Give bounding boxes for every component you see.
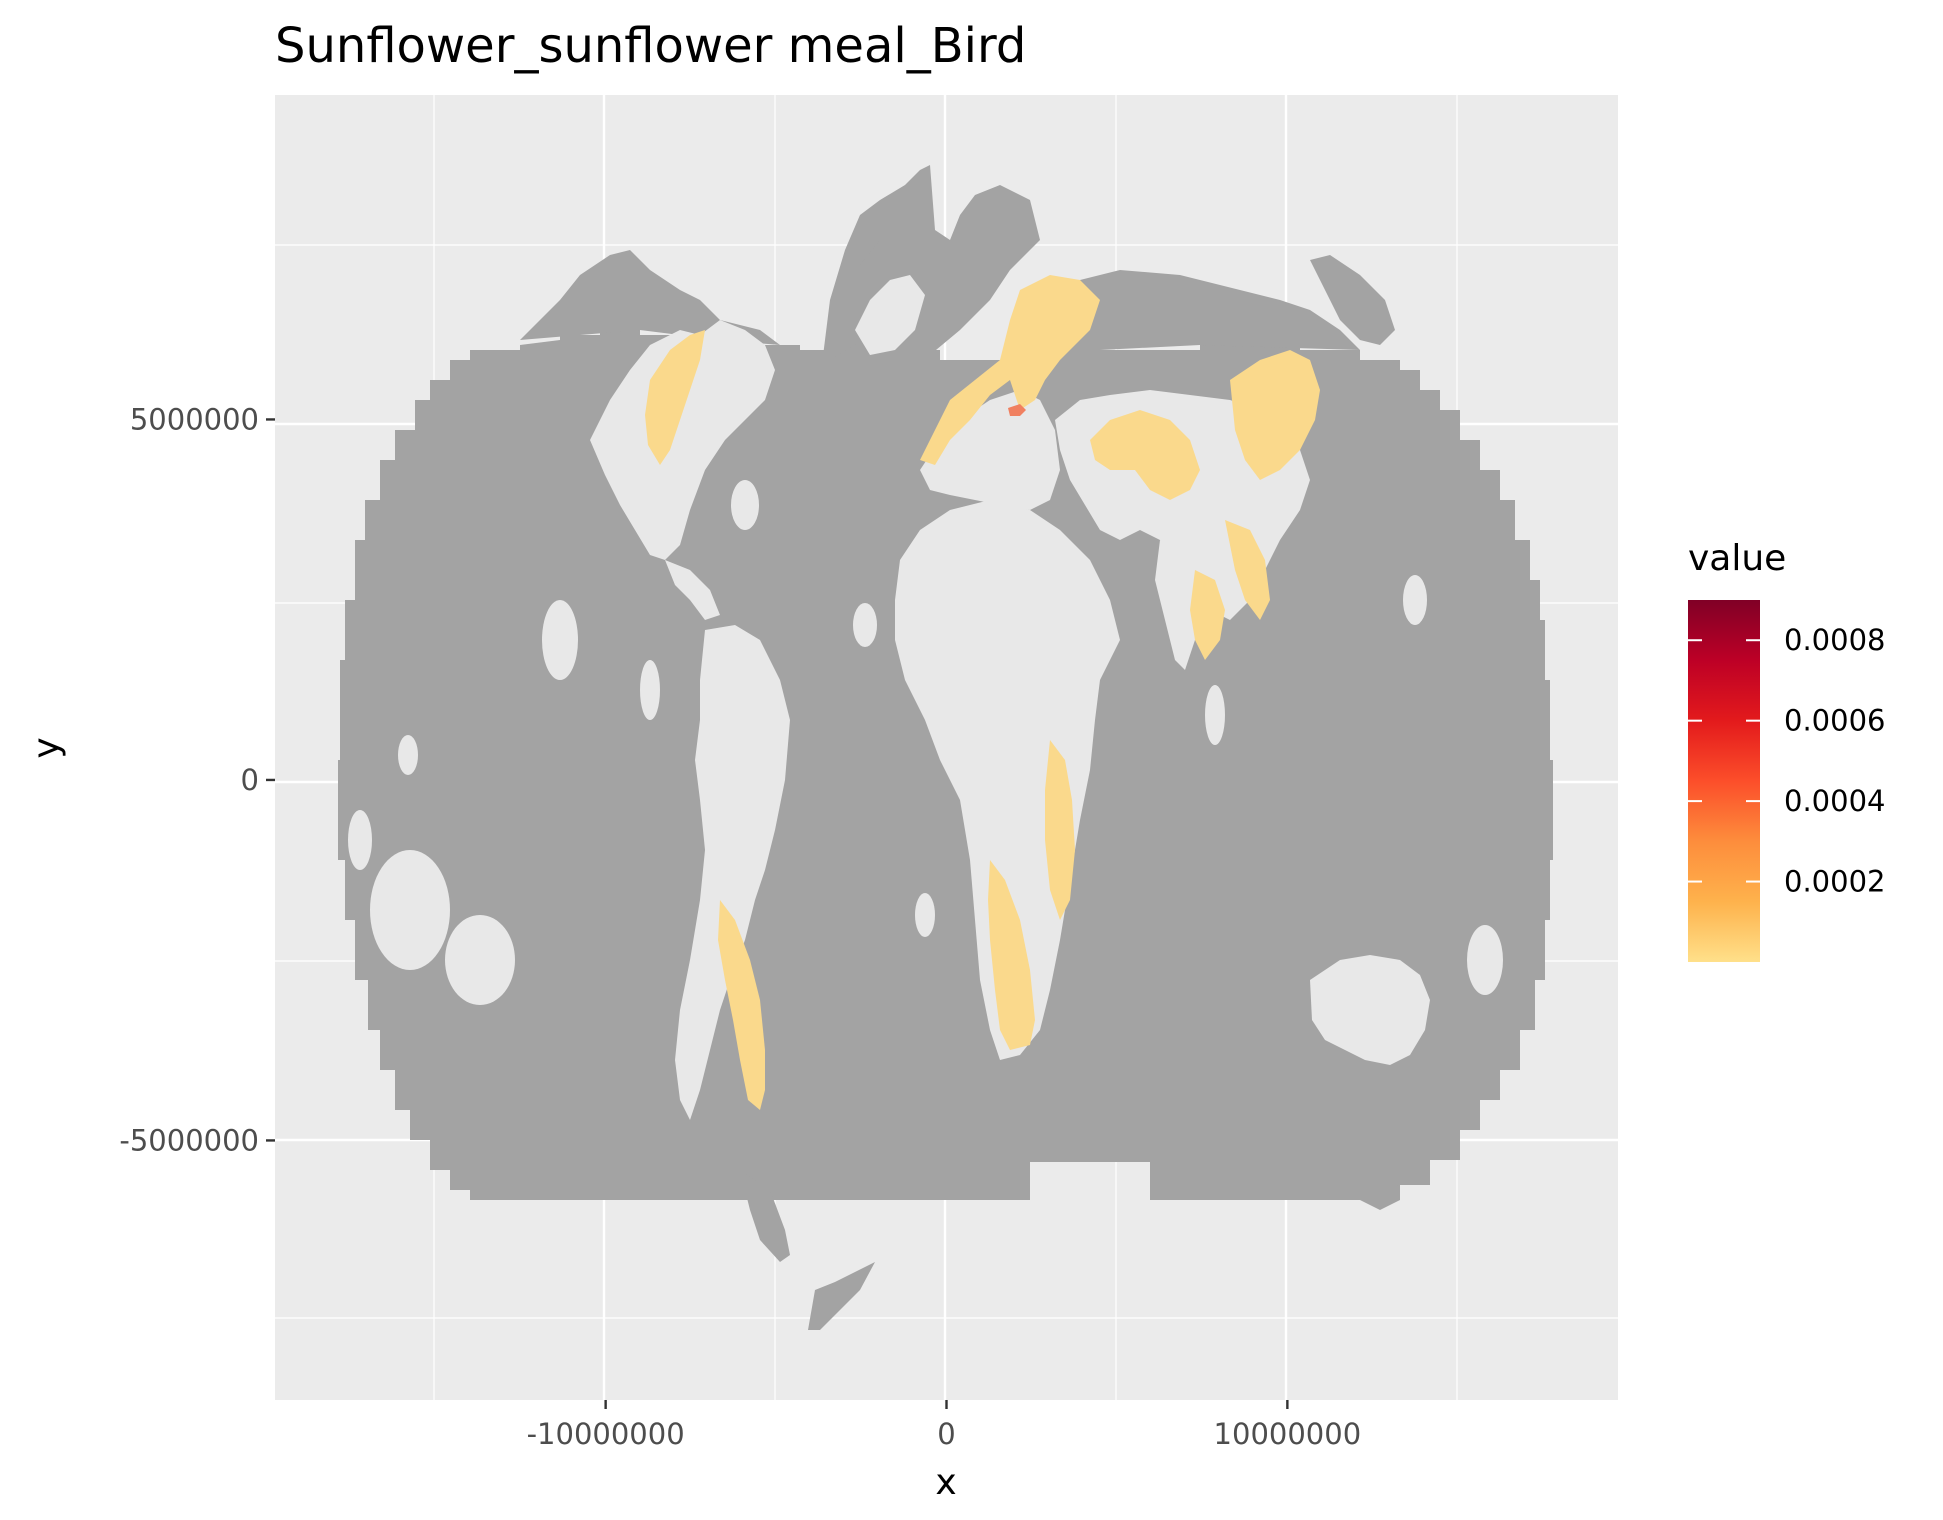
europe-value-region xyxy=(920,275,1100,465)
india-land xyxy=(1155,540,1200,670)
island xyxy=(640,660,660,720)
arctic-coast-region xyxy=(1310,255,1395,345)
x-axis-title: x xyxy=(935,1462,956,1503)
south-america-land xyxy=(675,625,790,1120)
east-africa-value-region xyxy=(1045,740,1075,920)
central-america-land xyxy=(665,560,720,620)
greenland-land xyxy=(855,275,925,355)
europe-land xyxy=(920,390,1060,510)
y-axis: 5000000 0 -5000000 xyxy=(119,402,275,1157)
south-america-tip-region xyxy=(740,1170,790,1262)
y-axis-title: y xyxy=(26,737,67,758)
legend-tick-label: 0.0006 xyxy=(1784,704,1885,738)
legend-tick-label: 0.0002 xyxy=(1784,865,1885,899)
island xyxy=(1205,685,1225,745)
legend-tick-label: 0.0008 xyxy=(1784,623,1885,657)
canada-north-region xyxy=(520,250,780,345)
asia-value-region xyxy=(1090,410,1200,500)
china-value-region xyxy=(1230,350,1320,480)
australia-land xyxy=(1310,955,1430,1065)
island xyxy=(370,850,450,970)
x-axis: -10000000 0 10000000 xyxy=(527,1400,1362,1451)
south-america-value-region xyxy=(718,900,765,1110)
y-tick-label: 0 xyxy=(241,763,259,797)
africa-land xyxy=(895,500,1120,1060)
hotspot-region xyxy=(1008,404,1026,416)
legend-title: value xyxy=(1688,538,1786,579)
south-asia-value-region xyxy=(1190,570,1225,660)
y-tick-label: 5000000 xyxy=(130,402,259,436)
x-tick-label: -10000000 xyxy=(527,1417,685,1451)
north-america-land xyxy=(590,320,775,560)
africa-value-region xyxy=(988,860,1035,1050)
chart-title: Sunflower_sunflower meal_Bird xyxy=(275,18,1026,74)
siberia-north-region xyxy=(1050,270,1360,350)
island xyxy=(398,735,418,775)
antarctic-peninsula-region xyxy=(808,1262,875,1330)
map-raster xyxy=(338,165,1553,1330)
legend-tick-label: 0.0004 xyxy=(1784,784,1885,818)
arctic-islands-region xyxy=(830,220,905,360)
x-tick-label: 0 xyxy=(937,1417,955,1451)
island xyxy=(542,600,578,680)
island xyxy=(915,893,935,937)
island xyxy=(1403,575,1427,625)
australia-south-region xyxy=(1360,1185,1400,1210)
y-tick-label: -5000000 xyxy=(119,1123,259,1157)
island xyxy=(1467,925,1503,995)
legend-colorbar xyxy=(1688,600,1760,962)
island xyxy=(348,810,372,870)
island xyxy=(731,480,759,530)
north-america-value-region xyxy=(645,330,705,465)
x-tick-label: 10000000 xyxy=(1214,1417,1362,1451)
island xyxy=(853,603,877,647)
legend: value 0.0002 0.0004 0.0006 0.0008 xyxy=(1688,538,1885,962)
india-value-region xyxy=(1225,520,1270,620)
island xyxy=(445,915,515,1005)
